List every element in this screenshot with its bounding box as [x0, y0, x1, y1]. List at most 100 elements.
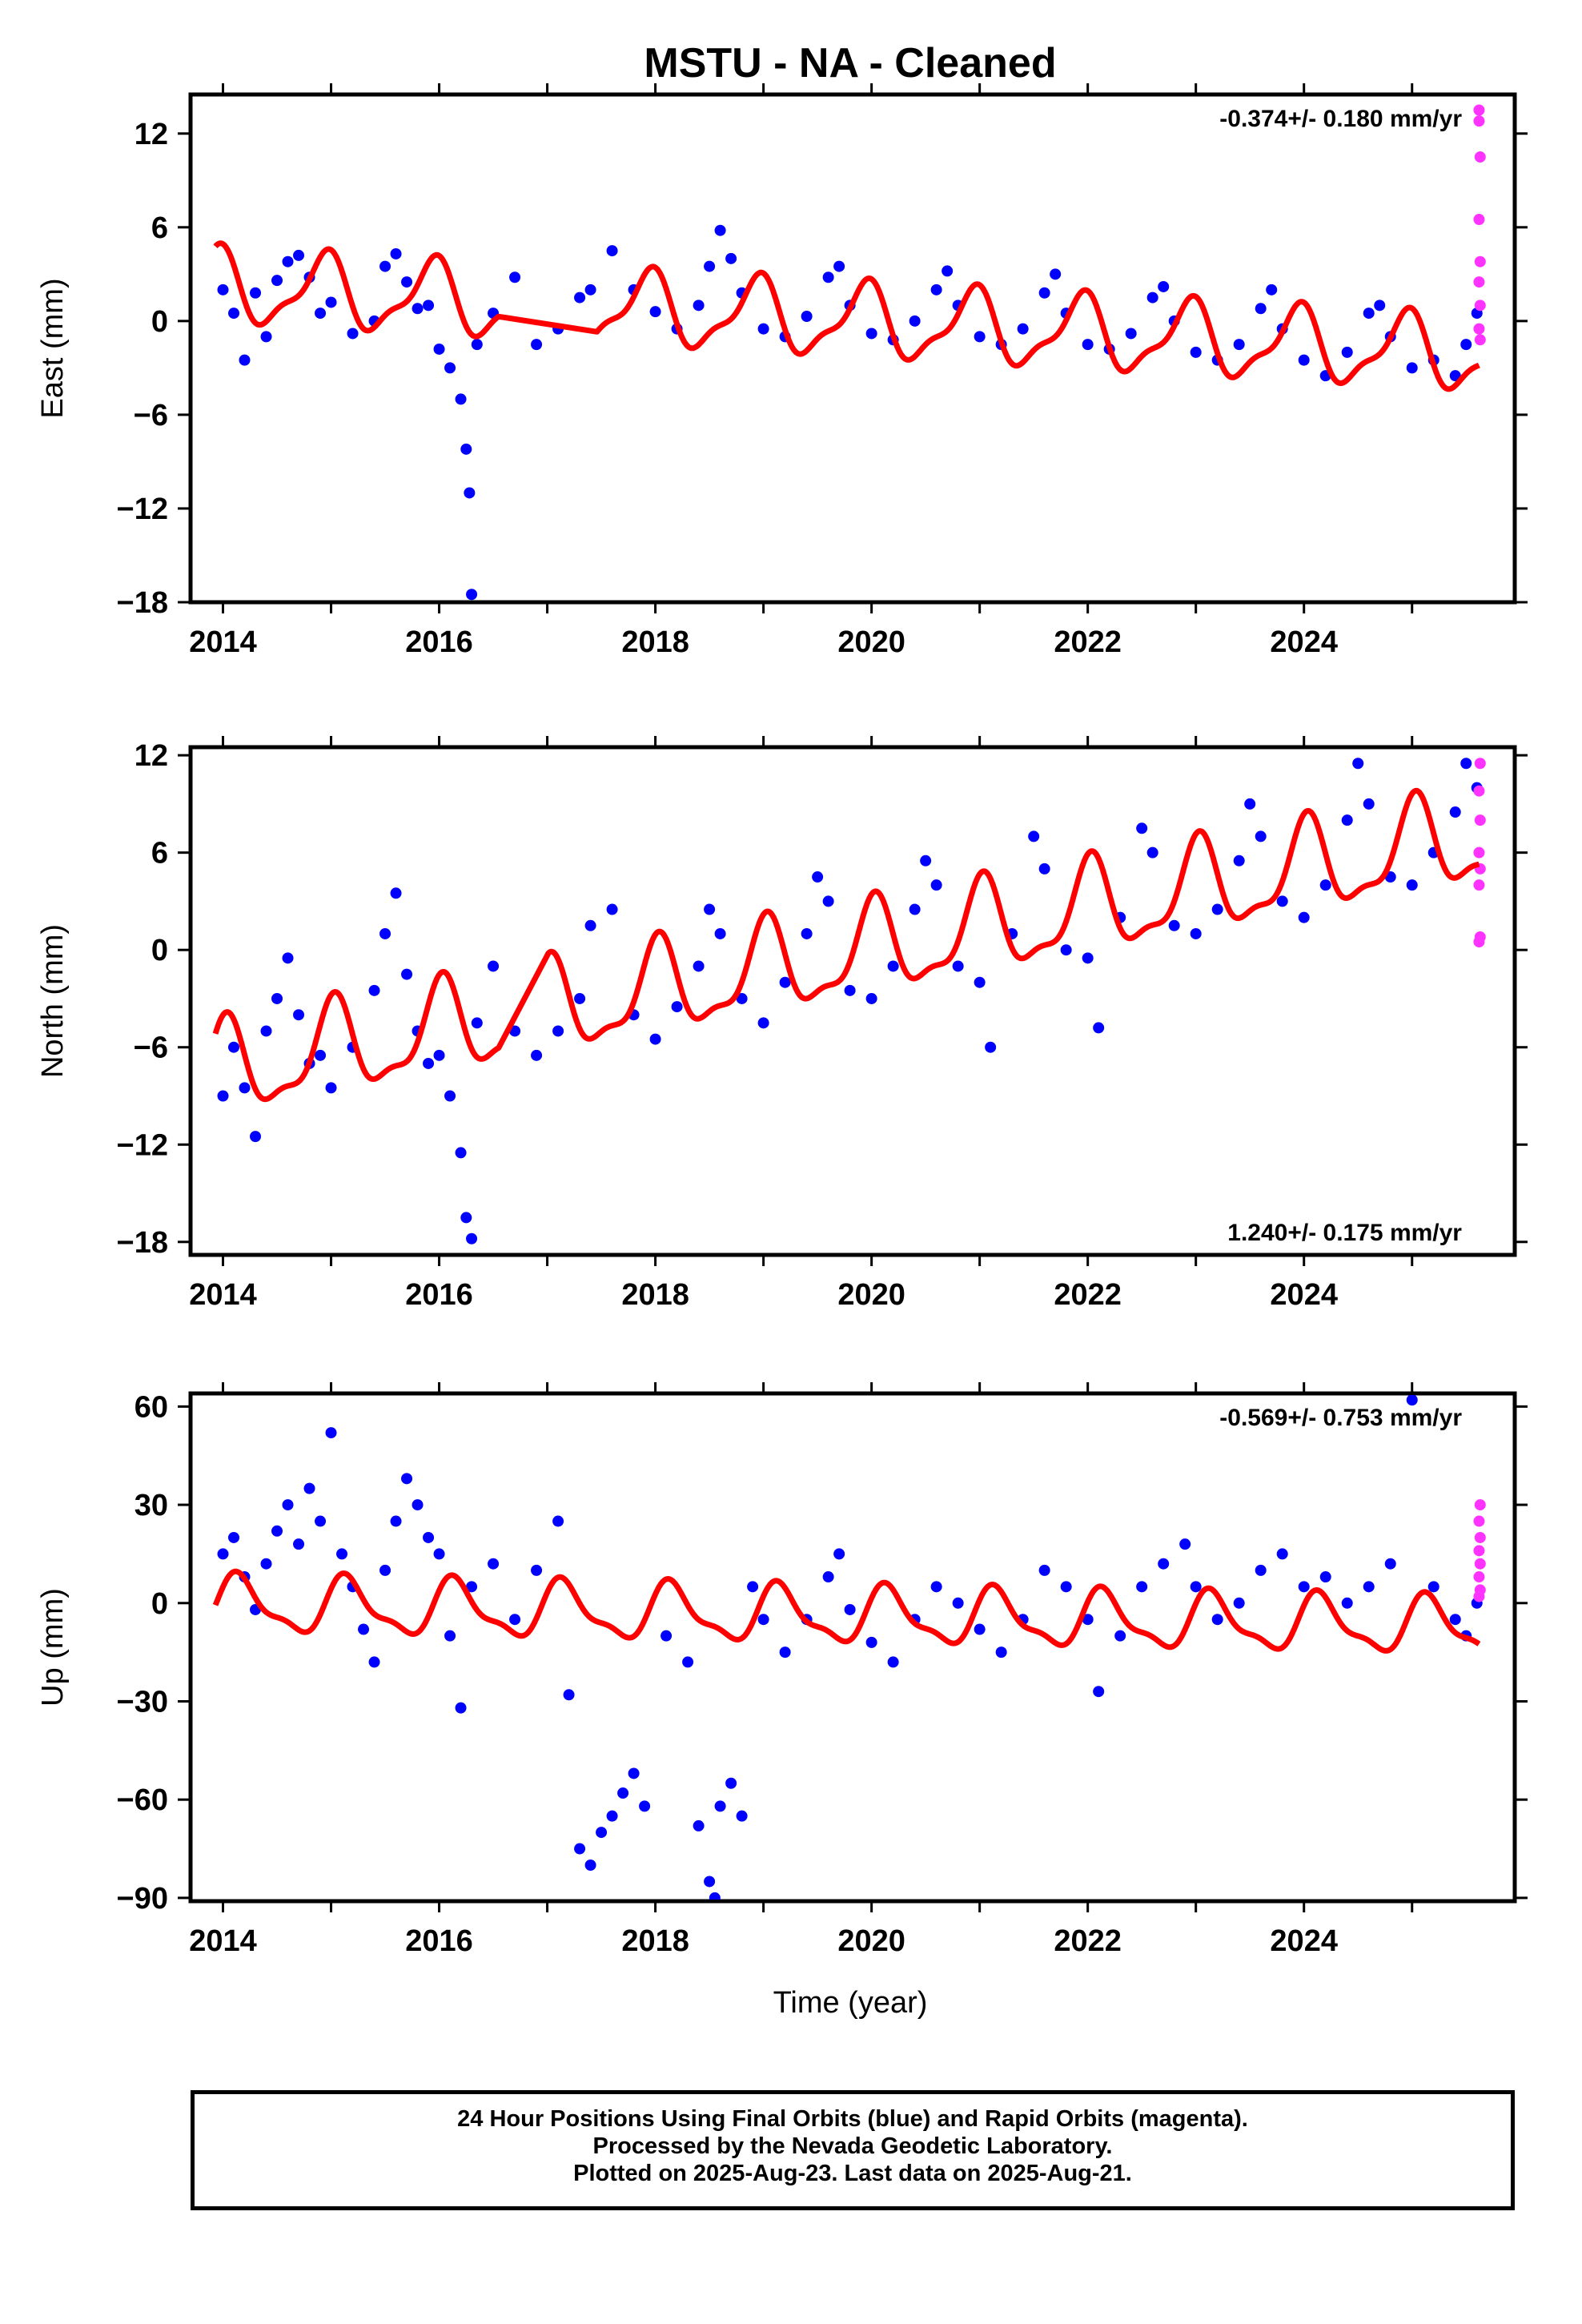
final-orbit-point — [714, 224, 726, 236]
final-orbit-point — [293, 249, 305, 261]
rapid-orbit-point — [1474, 300, 1486, 312]
y-axis-label: North (mm) — [36, 924, 70, 1078]
model-curve — [212, 787, 1481, 1103]
final-orbit-point — [1276, 895, 1288, 907]
final-orbit-point — [1255, 830, 1267, 842]
final-orbit-point — [693, 300, 705, 312]
y-tick-label: −6 — [134, 1031, 168, 1065]
final-orbit-point — [260, 331, 272, 343]
final-orbit-point — [930, 879, 942, 891]
final-orbit-point — [455, 1147, 467, 1159]
y-tick-label: 30 — [135, 1489, 168, 1522]
rapid-orbit-point — [1474, 1558, 1486, 1570]
final-orbit-point — [433, 343, 445, 355]
final-orbit-point — [423, 300, 435, 312]
final-orbit-point — [757, 323, 769, 335]
final-orbit-point — [952, 1597, 964, 1609]
final-orbit-point — [390, 887, 402, 899]
x-tick-label: 2024 — [1270, 1278, 1338, 1312]
rapid-orbit-point — [1474, 334, 1486, 346]
final-orbit-point — [693, 960, 705, 972]
y-tick-label: −60 — [117, 1783, 168, 1817]
x-tick-label: 2022 — [1054, 1278, 1122, 1312]
x-tick-label: 2020 — [837, 1278, 905, 1312]
panel-north: 2014 2016 2018 2020 2022 2024 12 6 0 −6 −12 −18 Nort… — [36, 736, 1528, 1312]
final-orbit-point — [822, 271, 834, 283]
final-orbit-point — [974, 1623, 986, 1635]
x-tick-label: 2014 — [189, 625, 257, 659]
final-orbit-point — [1211, 903, 1223, 915]
final-orbit-point — [1038, 862, 1050, 875]
rapid-orbit-point — [1473, 1571, 1485, 1583]
final-orbit-point — [909, 315, 921, 327]
chart-title: MSTU - NA - Cleaned — [644, 40, 1056, 86]
final-orbit-points — [217, 758, 1483, 1244]
final-orbit-point — [1028, 830, 1040, 842]
y-tick-label: −6 — [134, 399, 168, 432]
final-orbit-point — [1244, 798, 1256, 810]
final-orbit-point — [239, 354, 251, 366]
final-orbit-point — [747, 1581, 759, 1593]
y-tick-label: −90 — [117, 1882, 168, 1916]
final-orbit-point — [379, 927, 391, 939]
final-orbit-point — [909, 903, 921, 915]
final-orbit-point — [709, 1892, 721, 1900]
final-orbit-point — [844, 984, 856, 996]
plot-frame — [188, 1391, 1517, 1904]
final-orbit-point — [471, 1017, 483, 1029]
final-orbit-point — [1136, 822, 1148, 834]
final-orbit-point — [844, 1603, 856, 1615]
rapid-orbit-point — [1474, 255, 1486, 267]
final-orbit-point — [736, 1810, 748, 1822]
final-orbit-point — [930, 283, 942, 296]
rapid-orbit-point — [1473, 1590, 1485, 1602]
final-orbit-point — [974, 976, 986, 988]
x-tick-label: 2024 — [1270, 1924, 1338, 1958]
final-orbit-point — [887, 1656, 899, 1668]
final-orbit-point — [1158, 280, 1170, 292]
final-orbit-point — [531, 1564, 543, 1576]
final-orbit-point — [952, 960, 964, 972]
rapid-orbit-point — [1473, 115, 1485, 127]
x-tick-label: 2022 — [1054, 625, 1122, 659]
model-curve — [213, 240, 1481, 392]
x-tick-label: 2020 — [837, 1924, 905, 1958]
y-axis-label: Up (mm) — [36, 1588, 70, 1707]
final-orbit-point — [1374, 300, 1386, 312]
final-orbit-point — [271, 1525, 283, 1537]
final-orbit-point — [930, 1581, 942, 1593]
final-orbit-point — [217, 1090, 229, 1102]
final-orbit-point — [1060, 944, 1072, 956]
rapid-orbit-point — [1473, 323, 1485, 335]
final-orbit-point — [1233, 1597, 1245, 1609]
velocity-label: -0.569+/- 0.753 mm/yr — [1219, 1405, 1462, 1431]
model-curve — [212, 1568, 1481, 1654]
rapid-orbit-point — [1474, 1499, 1486, 1511]
final-orbit-point — [1341, 814, 1353, 826]
final-orbit-point — [833, 260, 845, 272]
final-orbit-point — [736, 992, 748, 1004]
x-tick-label: 2018 — [621, 1924, 689, 1958]
final-orbit-point — [639, 1800, 651, 1812]
final-orbit-point — [509, 271, 521, 283]
final-orbit-point — [563, 1689, 575, 1701]
final-orbit-points — [217, 224, 1483, 601]
final-orbit-point — [282, 255, 294, 267]
final-orbit-point — [1082, 1614, 1094, 1626]
final-orbit-point — [1319, 1571, 1331, 1583]
x-tick-label: 2016 — [405, 1278, 473, 1312]
final-orbit-point — [401, 1473, 413, 1485]
final-orbit-point — [315, 308, 327, 320]
final-orbit-point — [1449, 1614, 1461, 1626]
final-orbit-point — [1060, 1581, 1072, 1593]
final-orbit-point — [1136, 1581, 1148, 1593]
info-line-processor: Processed by the Nevada Geodetic Laborat… — [592, 2133, 1113, 2159]
x-tick-label: 2016 — [405, 625, 473, 659]
final-orbit-point — [531, 339, 543, 351]
y-tick-label: −12 — [117, 493, 168, 526]
final-orbit-point — [1449, 806, 1461, 818]
final-orbit-point — [725, 1777, 737, 1789]
final-orbit-point — [671, 1001, 683, 1013]
final-orbit-point — [509, 1614, 521, 1626]
rapid-orbit-point — [1473, 785, 1485, 797]
